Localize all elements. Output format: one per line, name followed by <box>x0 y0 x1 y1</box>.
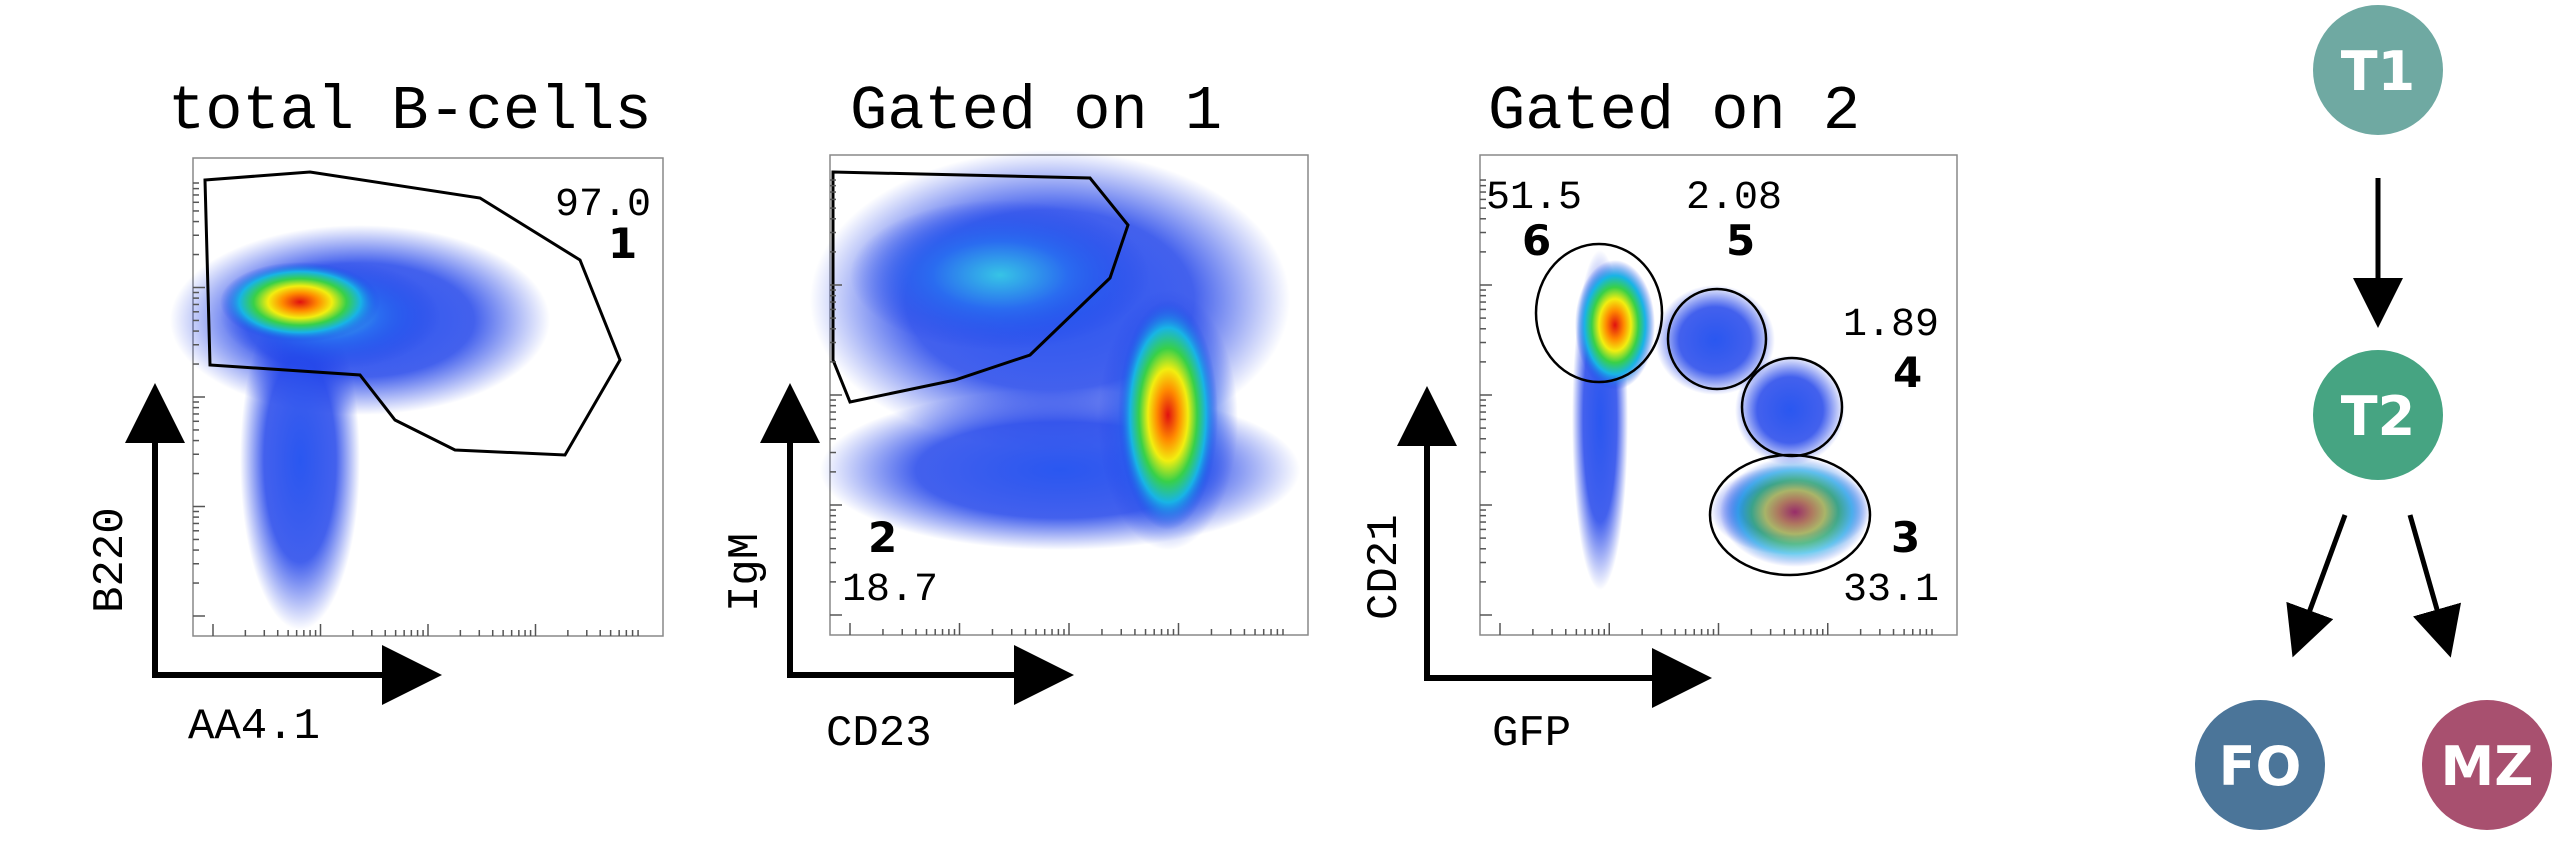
gate-3-circle <box>1708 453 1872 577</box>
gate-6-circle <box>1534 242 1664 384</box>
x-axis-label: GFP <box>1492 709 1571 759</box>
gate-6-percent: 51.5 <box>1486 176 1582 221</box>
node-t1-label: T1 <box>2341 40 2415 103</box>
x-axis-label: CD23 <box>826 709 932 759</box>
gate-2-number: 2 <box>868 513 897 562</box>
density-plot <box>810 150 1300 550</box>
node-t1: T1 <box>2313 5 2443 135</box>
panel-title: Gated on 2 <box>1488 76 1860 147</box>
node-mz-label: MZ <box>2441 735 2534 798</box>
gate-5-percent: 2.08 <box>1686 176 1782 221</box>
gate-2-polygon <box>831 170 1130 404</box>
gate-1-number: 1 <box>608 219 637 268</box>
gate-3-number: 3 <box>1891 513 1920 562</box>
x-axis-label: AA4.1 <box>188 702 320 752</box>
axis-ticks <box>193 179 1933 636</box>
gate-1-percent: 97.0 <box>555 183 651 228</box>
panel-gated-on-2: Gated on 2 51.5 6 2.08 5 1.89 4 3 33.1 C… <box>1360 76 1958 759</box>
panel-title: total B-cells <box>168 76 652 147</box>
plot-frame <box>1479 154 1958 636</box>
density-plot <box>1572 250 1870 590</box>
arrow-t2-to-mz <box>2407 514 2462 658</box>
gate-1-polygon <box>203 170 622 457</box>
node-t2: T2 <box>2313 350 2443 480</box>
y-axis-label: IgM <box>721 533 771 612</box>
arrow-t2-to-fo <box>2286 514 2348 658</box>
node-t2-label: T2 <box>2341 385 2415 448</box>
node-mz: MZ <box>2422 700 2552 830</box>
panel-gated-on-1: Gated on 1 2 18.7 IgM CD23 <box>721 76 1309 759</box>
gate-5-number: 5 <box>1726 216 1755 265</box>
y-axis-label: CD21 <box>1360 514 1410 620</box>
node-fo: FO <box>2195 700 2325 830</box>
lineage-diagram: T1 T2 FO MZ <box>2195 5 2552 830</box>
panel-total-b-cells: total B-cells 97.0 1 B220 AA4.1 <box>86 76 664 752</box>
gate-4-percent: 1.89 <box>1843 303 1939 348</box>
panel-title: Gated on 1 <box>850 76 1222 147</box>
y-axis-label: B220 <box>86 507 136 613</box>
gate-3-percent: 33.1 <box>1843 568 1939 613</box>
gate-5-circle <box>1666 287 1768 391</box>
gate-6-number: 6 <box>1522 216 1551 265</box>
gate-2-percent: 18.7 <box>842 568 938 613</box>
density-plot <box>170 225 550 630</box>
node-fo-label: FO <box>2219 735 2302 798</box>
gate-4-number: 4 <box>1893 348 1922 397</box>
